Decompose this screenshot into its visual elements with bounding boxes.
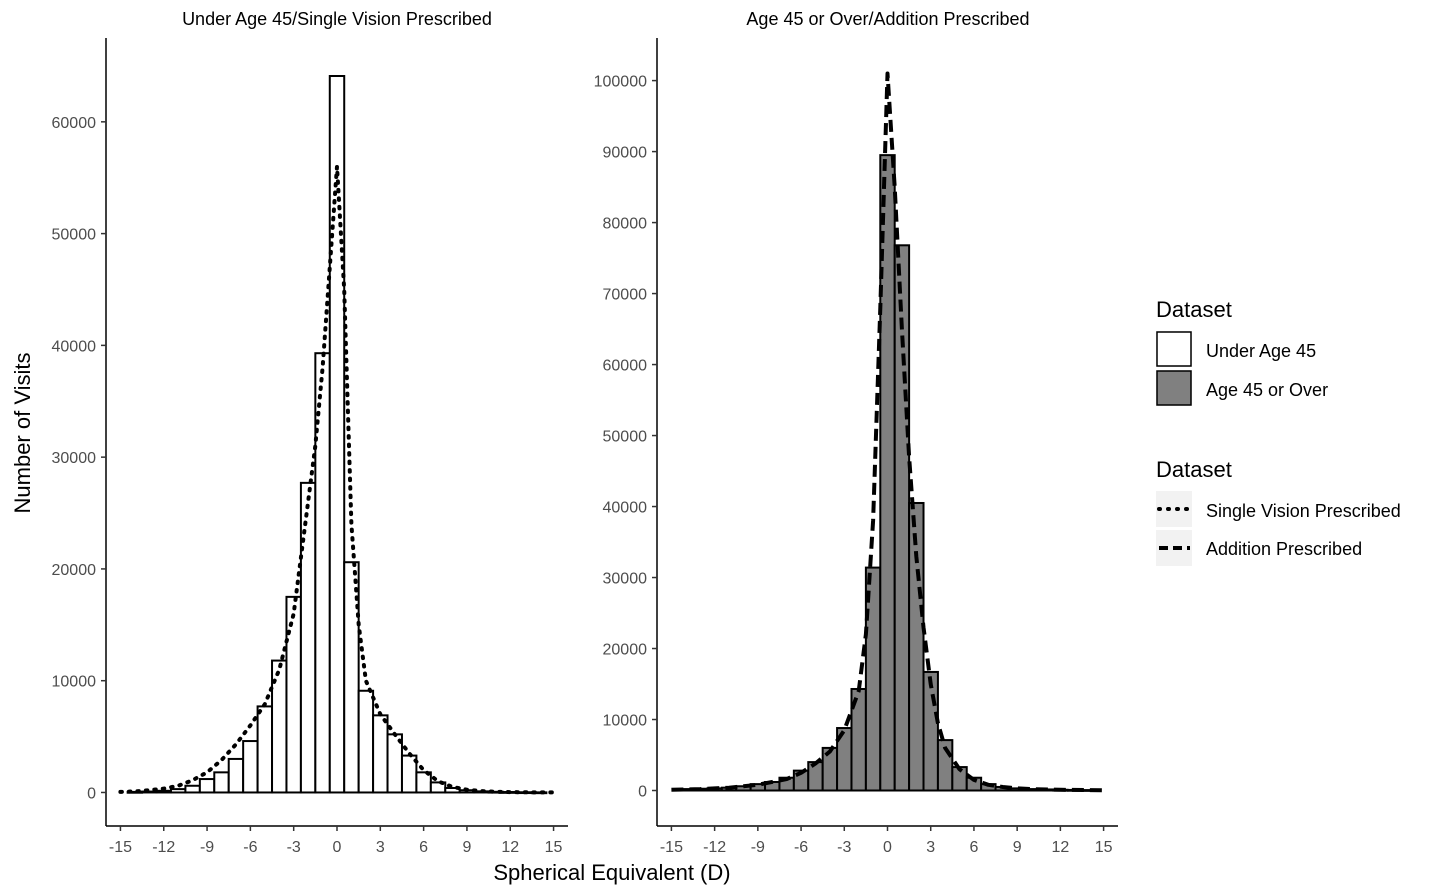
x-tick-label: 3 [926,839,935,856]
legend-label-under-age-45: Under Age 45 [1206,341,1316,361]
y-tick-label: 60000 [52,115,97,132]
x-tick-label: 0 [883,839,892,856]
x-tick-label: -15 [109,839,132,856]
axes-left: 0 10000 20000 30000 40000 50000 60000 -15 -12 -9 -… [52,38,568,856]
histogram-bar [227,757,245,794]
panel-under-age-45: Under Age 45/Single Vision Prescribed 0 1… [52,9,568,856]
legend-label-addition: Addition Prescribed [1206,539,1362,559]
histogram-bar [184,784,201,794]
histogram-bar [807,761,824,792]
y-tick-label: 100000 [594,74,647,91]
y-tick-label: 20000 [52,562,97,579]
y-tick-label: 50000 [603,429,648,446]
legend-swatch-under-age-45 [1156,331,1192,367]
histogram-bar [256,705,274,794]
y-tick-label: 50000 [52,227,97,244]
y-tick-label: 70000 [603,287,648,304]
x-tick-label: -9 [751,839,765,856]
y-tick-label: 0 [87,785,96,802]
x-tick-label: 15 [1095,839,1113,856]
histogram-bar [314,352,331,794]
histogram-bar [155,789,172,794]
x-tick-label: -12 [703,839,726,856]
x-tick-label: 0 [333,839,342,856]
legend-title-fill: Dataset [1156,297,1232,322]
histogram-bar [908,501,925,792]
histogram-bar [299,481,317,794]
y-tick-label: 30000 [603,571,648,588]
panel-title-right: Age 45 or Over/Addition Prescribed [746,9,1029,29]
y-tick-label: 0 [638,784,647,801]
histogram-bar [169,788,187,794]
x-tick-label: -15 [660,839,683,856]
x-tick-label: -6 [794,839,808,856]
x-tick-label: 12 [1051,839,1069,856]
histogram-bar [372,714,389,794]
x-tick-label: -3 [287,839,301,856]
y-tick-label: 10000 [603,713,648,730]
legend: Dataset Under Age 45 Age 45 or Over Data… [1156,297,1401,566]
legend-label-age-45-or-over: Age 45 or Over [1206,380,1328,400]
y-tick-label: 80000 [603,216,648,233]
x-axis-title: Spherical Equivalent (D) [493,860,730,885]
y-tick-label: 40000 [52,338,97,355]
x-tick-label: -6 [243,839,257,856]
legend-title-line: Dataset [1156,457,1232,482]
histogram-bar [198,778,216,794]
legend-label-single-vision: Single Vision Prescribed [1206,501,1401,521]
histogram-bar [213,771,230,794]
x-tick-label: -9 [200,839,214,856]
x-tick-label: -3 [837,839,851,856]
y-tick-label: 60000 [603,358,648,375]
y-tick-label: 10000 [52,674,97,691]
panel-age-45-or-over: Age 45 or Over/Addition Prescribed 0 1000… [594,9,1118,856]
histogram-bar [821,746,839,792]
density-line-path [671,71,1104,793]
histogram-bars-age-45-or-over [677,154,1098,792]
x-tick-label: -12 [152,839,175,856]
x-tick-label: 15 [545,839,563,856]
y-tick-label: 90000 [603,145,648,162]
histogram-bar [285,595,302,794]
y-tick-label: 30000 [52,450,97,467]
x-tick-label: 9 [1013,839,1022,856]
y-tick-label: 20000 [603,642,648,659]
axes-right: 0 10000 20000 30000 40000 50000 60000 70000 8000… [594,38,1118,856]
histogram-bar [357,689,375,794]
density-line-addition [671,71,1104,793]
density-line-single-vision [118,164,556,795]
y-axis-title: Number of Visits [10,353,35,514]
x-tick-label: 12 [501,839,519,856]
panel-title-left: Under Age 45/Single Vision Prescribed [182,9,492,29]
x-tick-label: 6 [419,839,428,856]
x-tick-label: 3 [376,839,385,856]
x-tick-label: 9 [462,839,471,856]
x-tick-label: 6 [969,839,978,856]
histogram-bar [141,790,158,794]
legend-swatch-age-45-or-over [1156,370,1192,406]
histogram-bar [922,670,939,792]
histogram-bar [328,75,346,794]
density-line-path [118,164,556,795]
histogram-bar [343,561,360,794]
histogram-bar [242,740,259,794]
y-tick-label: 40000 [603,500,648,517]
